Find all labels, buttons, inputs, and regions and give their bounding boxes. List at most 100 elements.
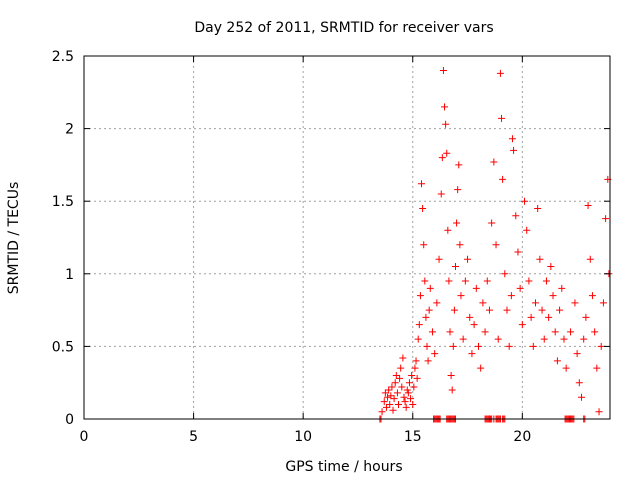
data-point [441, 103, 449, 111]
data-point [553, 357, 561, 365]
data-point [593, 364, 601, 372]
data-point [448, 386, 456, 394]
data-point [516, 284, 524, 292]
data-point [411, 364, 419, 372]
data-point [401, 398, 409, 406]
x-tick-label: 20 [513, 429, 531, 445]
data-point [575, 379, 583, 387]
data-point [400, 393, 408, 401]
data-point [426, 284, 434, 292]
data-point [449, 342, 457, 350]
x-tick-label: 15 [404, 429, 422, 445]
data-point [386, 400, 394, 408]
data-point [415, 321, 423, 329]
data-point [410, 383, 418, 391]
data-point [518, 321, 526, 329]
data-point [540, 335, 548, 343]
data-point [416, 292, 424, 300]
data-point [413, 374, 421, 382]
data-point [536, 255, 544, 263]
data-point [456, 241, 464, 249]
data-point [405, 379, 413, 387]
data-point [498, 114, 506, 122]
x-tick-label: 0 [80, 429, 89, 445]
data-point [538, 306, 546, 314]
data-point [599, 299, 607, 307]
data-point [464, 255, 472, 263]
data-point [521, 197, 529, 205]
data-point [499, 175, 507, 183]
data-point [384, 393, 392, 401]
data-point [437, 190, 445, 198]
data-point [481, 328, 489, 336]
data-point [455, 161, 463, 169]
data-point [501, 270, 509, 278]
data-point [393, 389, 401, 397]
data-point [435, 255, 443, 263]
data-point [446, 328, 454, 336]
data-point [485, 306, 493, 314]
data-point [421, 277, 429, 285]
data-point [542, 277, 550, 285]
data-point [418, 180, 426, 188]
data-point [414, 335, 422, 343]
data-point [442, 120, 450, 128]
data-point [567, 328, 575, 336]
data-point [571, 299, 579, 307]
data-point [382, 403, 390, 411]
data-point [477, 364, 485, 372]
x-axis-label: GPS time / hours [285, 459, 402, 475]
y-tick-label: 2 [65, 122, 74, 138]
data-point [525, 277, 533, 285]
data-point [453, 219, 461, 227]
data-point [514, 248, 522, 256]
data-point [439, 67, 447, 75]
data-point [556, 306, 564, 314]
data-point [391, 379, 399, 387]
chart-title: Day 252 of 2011, SRMTID for receiver var… [194, 20, 493, 36]
data-point [403, 386, 411, 394]
data-point [450, 306, 458, 314]
data-point [503, 306, 511, 314]
data-point [490, 158, 498, 166]
data-point [419, 204, 427, 212]
data-point [423, 342, 431, 350]
data-point [558, 284, 566, 292]
data-point [387, 392, 395, 400]
data-point [408, 371, 416, 379]
data-point [591, 328, 599, 336]
data-point [390, 395, 398, 403]
data-point [380, 398, 388, 406]
data-point [438, 154, 446, 162]
data-point [551, 328, 559, 336]
data-points [376, 67, 613, 423]
data-point [466, 313, 474, 321]
data-point [395, 400, 403, 408]
data-point [445, 277, 453, 285]
data-point [443, 149, 451, 157]
data-point [580, 335, 588, 343]
data-point [588, 292, 596, 300]
data-point [396, 374, 404, 382]
data-point [433, 299, 441, 307]
data-point [483, 277, 491, 285]
data-point [494, 335, 502, 343]
data-point [454, 186, 462, 194]
data-point [407, 395, 415, 403]
data-point [573, 350, 581, 358]
data-point [459, 335, 467, 343]
data-point [534, 204, 542, 212]
data-point [378, 408, 386, 416]
y-tick-label: 1.5 [52, 194, 74, 210]
data-point [527, 313, 535, 321]
data-point [475, 342, 482, 350]
data-point [397, 364, 405, 372]
data-point [545, 313, 553, 321]
data-point [547, 263, 555, 271]
data-point [409, 400, 417, 408]
data-point [420, 241, 428, 249]
data-point [597, 342, 605, 350]
data-point [388, 383, 396, 391]
